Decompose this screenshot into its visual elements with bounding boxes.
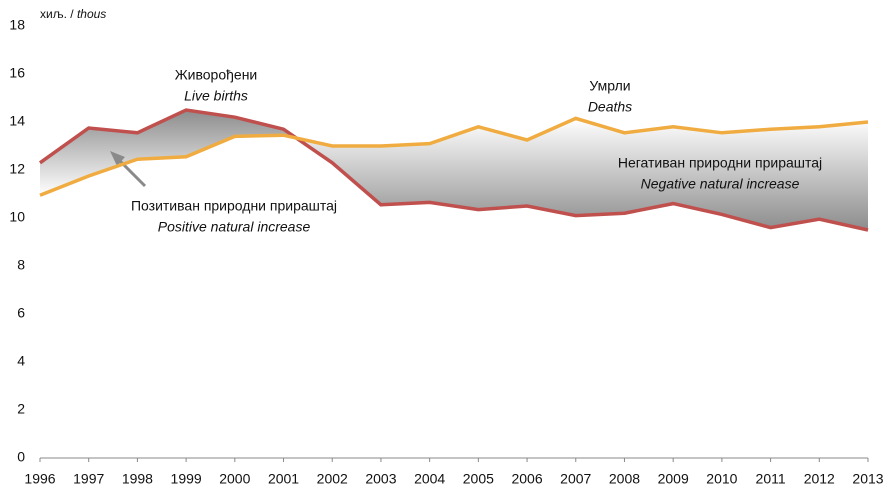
label: Умрли <box>589 78 630 94</box>
label-en: Positive natural increase <box>158 219 311 235</box>
x-tick-label: 2013 <box>852 471 883 487</box>
arrow-head <box>110 151 125 166</box>
y-tick-label: 2 <box>17 401 25 417</box>
x-tick-label: 2010 <box>706 471 737 487</box>
label: Негативан природни прираштај <box>618 155 822 171</box>
x-tick-label: 2002 <box>317 471 348 487</box>
label-en: Deaths <box>588 99 632 115</box>
y-tick-label: 0 <box>17 449 25 465</box>
x-tick-label: 1998 <box>122 471 153 487</box>
positive-area <box>40 110 297 196</box>
line <box>38 108 869 232</box>
y-tick-label: 6 <box>17 305 25 321</box>
x-tick-label: 1999 <box>171 471 202 487</box>
y-tick-label: 4 <box>17 353 25 369</box>
x-tick-label: 2001 <box>268 471 299 487</box>
negative-area <box>296 118 868 230</box>
x-tick-label: 2009 <box>658 471 689 487</box>
y-tick-label: 8 <box>17 257 25 273</box>
label: Позитиван природни прираштај <box>131 198 337 214</box>
label: Живорођени <box>175 67 258 83</box>
x-tick-label: 2008 <box>609 471 640 487</box>
y-tick-label: 12 <box>9 161 25 177</box>
y-unit-en: thous <box>77 7 106 21</box>
x-tick-label: 1996 <box>24 471 55 487</box>
x-tick-label: 2005 <box>463 471 494 487</box>
x-tick-label: 2006 <box>511 471 542 487</box>
x-tick-label: 2011 <box>756 471 786 487</box>
y-tick-label: 14 <box>9 113 25 129</box>
x-tick-label: 2007 <box>560 471 591 487</box>
y-unit-sr: хиљ. / <box>40 7 74 21</box>
x-tick-label: 1997 <box>73 471 104 487</box>
label-en: Negative natural increase <box>641 176 800 192</box>
y-tick-label: 10 <box>9 209 25 225</box>
x-tick-label: 2000 <box>219 471 250 487</box>
x-tick-label: 2012 <box>804 471 835 487</box>
x-tick-label: 2004 <box>414 471 445 487</box>
y-tick-label: 16 <box>9 65 25 81</box>
label-en: Live births <box>184 88 248 104</box>
line <box>39 116 869 197</box>
y-unit: хиљ. / thous <box>40 7 106 21</box>
x-tick-label: 2003 <box>365 471 396 487</box>
y-tick-label: 18 <box>9 17 25 33</box>
